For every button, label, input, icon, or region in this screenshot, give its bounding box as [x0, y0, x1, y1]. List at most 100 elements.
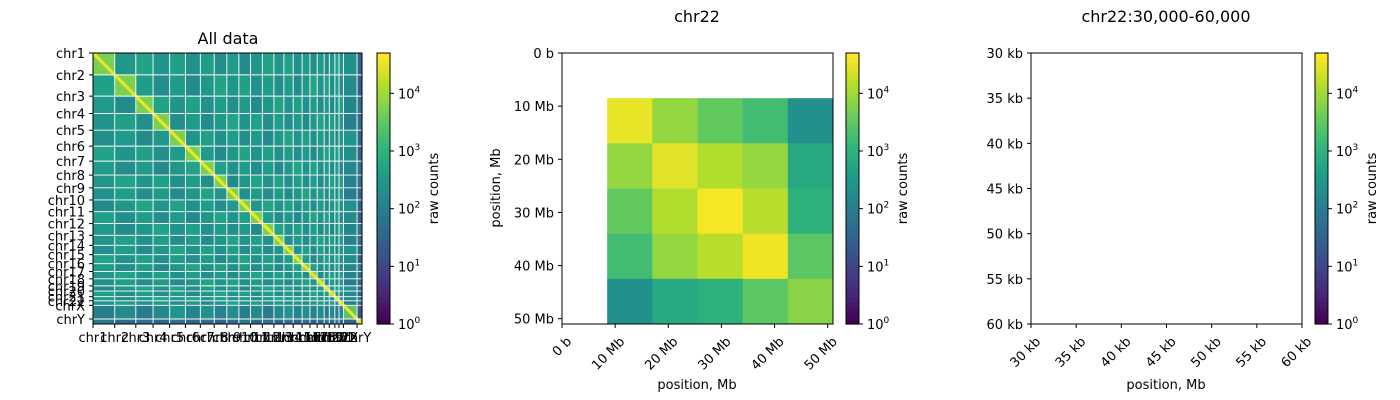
chromosome-block — [226, 291, 239, 297]
chromosome-block — [135, 113, 154, 131]
chromosome-block — [250, 318, 263, 324]
heatmap-cell — [652, 278, 698, 325]
chromosome-block — [250, 285, 263, 292]
chromosome-block — [114, 146, 136, 162]
colorbar[interactable]: 100 101 102 103 104 raw counts — [845, 52, 911, 333]
chromosome-block — [214, 146, 227, 162]
chromosome-block — [135, 271, 154, 279]
chromosome-block — [153, 187, 170, 200]
colorbar-segment — [1315, 238, 1328, 244]
chromosome-block — [334, 199, 339, 212]
chromosome-block — [334, 211, 339, 224]
chromosome-block — [114, 161, 136, 176]
chromosome-block — [338, 245, 344, 255]
chromosome-block — [317, 318, 325, 324]
colorbar-segment — [377, 278, 390, 284]
x-tick-label: 50 kb — [1188, 334, 1224, 370]
chromosome-block — [135, 254, 154, 264]
y-tick-label: chr13 — [48, 229, 85, 244]
chromosome-block — [309, 300, 318, 306]
x-axis-label: position, Mb — [657, 378, 736, 393]
chromosome-block — [357, 300, 362, 306]
chromosome-block — [309, 263, 318, 272]
y-tick-label: chr6 — [56, 140, 85, 155]
heatmap-cell — [652, 98, 698, 144]
chromosome-block — [169, 96, 186, 114]
chromosome-block — [302, 130, 310, 147]
y-tick-label: chrX — [55, 299, 85, 314]
chromosome-block — [135, 318, 154, 324]
colorbar-segment — [377, 134, 390, 140]
colorbar-segment — [846, 319, 859, 325]
colorbar-segment — [1315, 62, 1328, 68]
heatmap-cell — [607, 278, 653, 325]
chromosome-block — [214, 305, 227, 319]
chromosome-block — [250, 245, 263, 255]
colorbar-segment — [377, 66, 390, 72]
chromosome-block — [357, 161, 362, 176]
chromosome-block — [250, 271, 263, 279]
chromosome-block — [185, 187, 201, 200]
colorbar-segment — [1315, 310, 1328, 316]
chromosome-block — [329, 305, 335, 319]
chromosome-block — [302, 300, 310, 306]
chromosome-block — [324, 130, 330, 147]
chromosome-block — [200, 285, 215, 292]
chromosome-block — [338, 161, 344, 176]
colorbar[interactable]: 100 101 102 103 104 raw counts — [1314, 52, 1380, 333]
colorbar-segment — [846, 170, 859, 176]
chromosome-block — [324, 113, 330, 131]
colorbar-tick-label: 103 — [867, 143, 889, 160]
y-tick-label: chr18 — [48, 273, 85, 288]
chromosome-block — [169, 53, 186, 75]
chromosome-block — [357, 211, 362, 224]
chromosome-block — [293, 318, 303, 324]
chromosome-block — [114, 271, 136, 279]
chromosome-block — [302, 74, 310, 97]
chromosome-block — [293, 74, 303, 97]
y-tick-label: 30 kb — [987, 47, 1023, 62]
colorbar-segment — [377, 283, 390, 289]
chromosome-block — [135, 278, 154, 286]
y-tick-label: chr19 — [48, 280, 85, 295]
x-tick-label: chr10 — [220, 331, 257, 346]
chromosome-block — [250, 74, 263, 97]
chromosome-block — [324, 291, 330, 297]
chromosome-block — [283, 74, 294, 97]
colorbar-segment — [1315, 211, 1328, 217]
colorbar-segment — [1315, 138, 1328, 144]
chromosome-block — [114, 175, 136, 188]
chromosome-block — [302, 96, 310, 114]
heatmap-frame — [561, 52, 834, 325]
chromosome-block — [153, 300, 170, 306]
chromosome-block — [273, 96, 284, 114]
chromosome-block — [153, 278, 170, 286]
chromosome-block — [114, 291, 136, 297]
chromosome-block — [283, 53, 294, 75]
colorbar-segment — [377, 111, 390, 117]
chromosome-block — [293, 291, 303, 297]
chromosome-block — [153, 245, 170, 255]
chromosome-block — [135, 300, 154, 306]
chromosome-block — [357, 223, 362, 236]
chromosome-block — [114, 113, 136, 131]
chromosome-block — [357, 296, 362, 301]
chromosome-block — [343, 245, 358, 255]
chromosome-block — [153, 161, 170, 176]
heatmap-cell — [607, 233, 653, 280]
chromosome-block — [185, 113, 201, 131]
chromosome-block — [273, 296, 284, 301]
chromosome-block — [357, 130, 362, 147]
chromosome-block — [200, 113, 215, 131]
colorbar-segment — [846, 220, 859, 226]
chromosome-block — [214, 271, 227, 279]
chromosome-block — [135, 245, 154, 255]
colorbar-segment — [846, 233, 859, 239]
chromosome-block — [324, 161, 330, 176]
chromosome-block — [283, 278, 294, 286]
colorbar[interactable]: 100 101 102 103 104 raw counts — [376, 52, 442, 333]
y-tick-label: chr5 — [56, 124, 85, 139]
chromosome-block — [214, 254, 227, 264]
chromosome-block — [250, 199, 263, 212]
chromosome-block — [273, 113, 284, 131]
